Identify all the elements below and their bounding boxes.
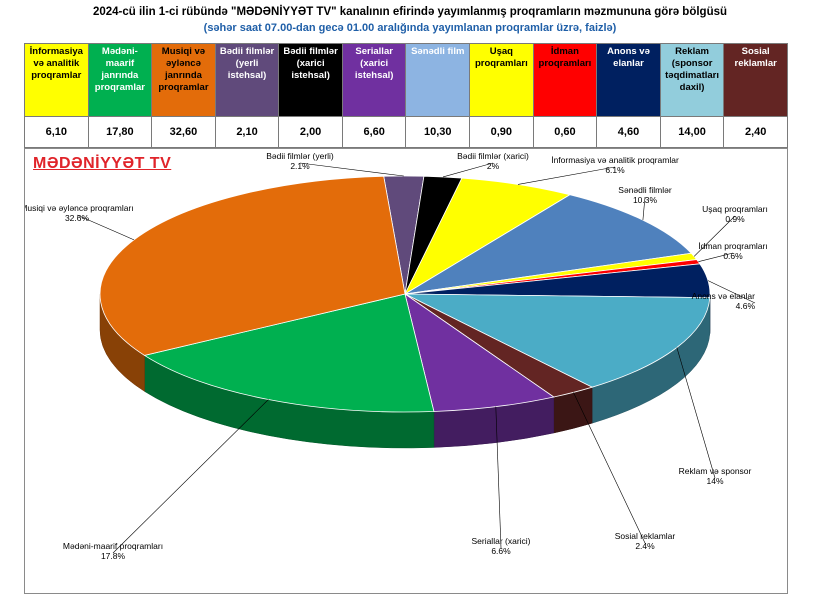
- pie-leader-line: [707, 280, 756, 304]
- category-value-cell: 4,60: [596, 116, 661, 148]
- category-header-cell: Bədii filmlər (yerli istehsal): [214, 43, 280, 117]
- page-subtitle: (səhər saat 07.00-dan gecə 01.00 aralığı…: [203, 22, 617, 34]
- category-header-cell: Bədii filmlər (xarici istehsal): [278, 43, 343, 117]
- slice-name-label: Mədəni-maarif proqramları: [63, 541, 163, 551]
- pie-slice: [404, 293, 555, 412]
- pie-slice: [404, 194, 693, 295]
- pie-leader-line: [442, 162, 494, 178]
- category-value-cell: 14,00: [659, 116, 725, 148]
- category-value-cell: 2,10: [214, 116, 280, 148]
- pie-slice: [404, 293, 711, 388]
- pie-leader-line: [76, 214, 135, 241]
- category-header-cell: Seriallar (xarici istehsal): [341, 43, 407, 117]
- slice-value-label: 0.9%: [725, 214, 745, 224]
- slice-name-label: İnformasiya və analitik proqramlar: [551, 155, 679, 165]
- category-header-row: İnformasiya və analitik proqramlar Mədəni…: [24, 43, 788, 117]
- page-title: 2024-cü ilin 1-ci rübündə "MƏDƏNİYYƏT TV…: [92, 6, 728, 18]
- pie-leader-line: [698, 252, 734, 263]
- pie-slice: [99, 175, 406, 356]
- slice-value-label: 32.6%: [65, 213, 90, 223]
- category-header-cell: Anons və elanlar: [596, 43, 661, 117]
- category-header-cell: Musiqi və əyləncə janrında proqramlar: [151, 43, 216, 117]
- category-header-cell: İdman proqramları: [532, 43, 598, 117]
- category-value-cell: 6,60: [341, 116, 407, 148]
- pie-leader-line: [517, 166, 616, 185]
- category-header-cell: Sənədli film: [405, 43, 471, 117]
- category-header-cell: Uşaq proqramları: [469, 43, 534, 117]
- pie-chart: MƏDƏNİYYƏT TV Bədii filmlər (yerli) 2.1% B…: [24, 148, 788, 594]
- slice-value-label: 14%: [706, 476, 723, 486]
- category-header-cell: İnformasiya və analitik proqramlar: [24, 43, 89, 117]
- category-value-cell: 2,00: [278, 116, 343, 148]
- pie-leader-line: [642, 196, 646, 221]
- pie-svg: Bədii filmlər (yerli)2.1% Bədii filmlər (…: [25, 151, 768, 561]
- slice-name-label: Bədii filmlər (yerli): [266, 151, 334, 161]
- slice-value-label: 6.6%: [491, 546, 511, 556]
- slice-name-label: Sənədli filmlər: [618, 185, 672, 195]
- category-header-cell: Reklam (sponsor təqdimatları daxil): [659, 43, 725, 117]
- slice-value-label: 2.1%: [290, 161, 310, 171]
- pie-leader-line: [299, 162, 404, 177]
- chart-title: MƏDƏNİYYƏT TV: [33, 155, 172, 172]
- slice-name-label: Bədii filmlər (xarici): [457, 151, 529, 161]
- slice-name-label: Sosial reklamlar: [615, 531, 676, 541]
- pie-slice: [404, 177, 571, 296]
- slice-value-label: 0.6%: [723, 251, 743, 261]
- slice-value-label: 2.4%: [635, 541, 655, 551]
- slice-name-label: Seriallar (xarici): [471, 536, 530, 546]
- pie-leader-line: [112, 399, 269, 554]
- category-value-row: 6,10 17,80 32,60 2,10 2,00 6,60 10,30 0,90 0,60 4…: [24, 116, 788, 148]
- pie-leader-line: [495, 406, 502, 549]
- category-value-cell: 17,80: [87, 116, 153, 148]
- category-value-cell: 32,60: [151, 116, 216, 148]
- slice-value-label: 2%: [487, 161, 500, 171]
- slice-name-label: Reklam və sponsor: [679, 466, 752, 476]
- category-value-cell: 2,40: [723, 116, 788, 148]
- slice-value-label: 6.1%: [605, 165, 625, 175]
- category-value-cell: 6,10: [24, 116, 89, 148]
- category-header-cell: Sosial reklamlar: [723, 43, 788, 117]
- slice-name-label: İdman proqramları: [698, 241, 767, 251]
- category-table: İnformasiya və analitik proqramlar Mədəni…: [24, 43, 788, 148]
- slice-name-label: Anons və elanlar: [692, 291, 755, 301]
- category-value-cell: 0,60: [532, 116, 598, 148]
- pie-leader-line: [676, 347, 716, 479]
- slice-name-label: Uşaq proqramları: [702, 204, 768, 214]
- category-value-cell: 0,90: [469, 116, 534, 148]
- category-value-cell: 10,30: [405, 116, 471, 148]
- slice-value-label: 10.3%: [633, 195, 658, 205]
- slice-value-label: 4.6%: [736, 301, 756, 311]
- pie-leader-line: [573, 392, 646, 544]
- slice-value-label: 17.8%: [101, 551, 126, 561]
- slice-name-label: Musiqi və əyləncə proqramları: [25, 203, 134, 213]
- category-header-cell: Mədəni-maarif janrında proqramlar: [87, 43, 153, 117]
- pie-leader-line: [693, 215, 736, 257]
